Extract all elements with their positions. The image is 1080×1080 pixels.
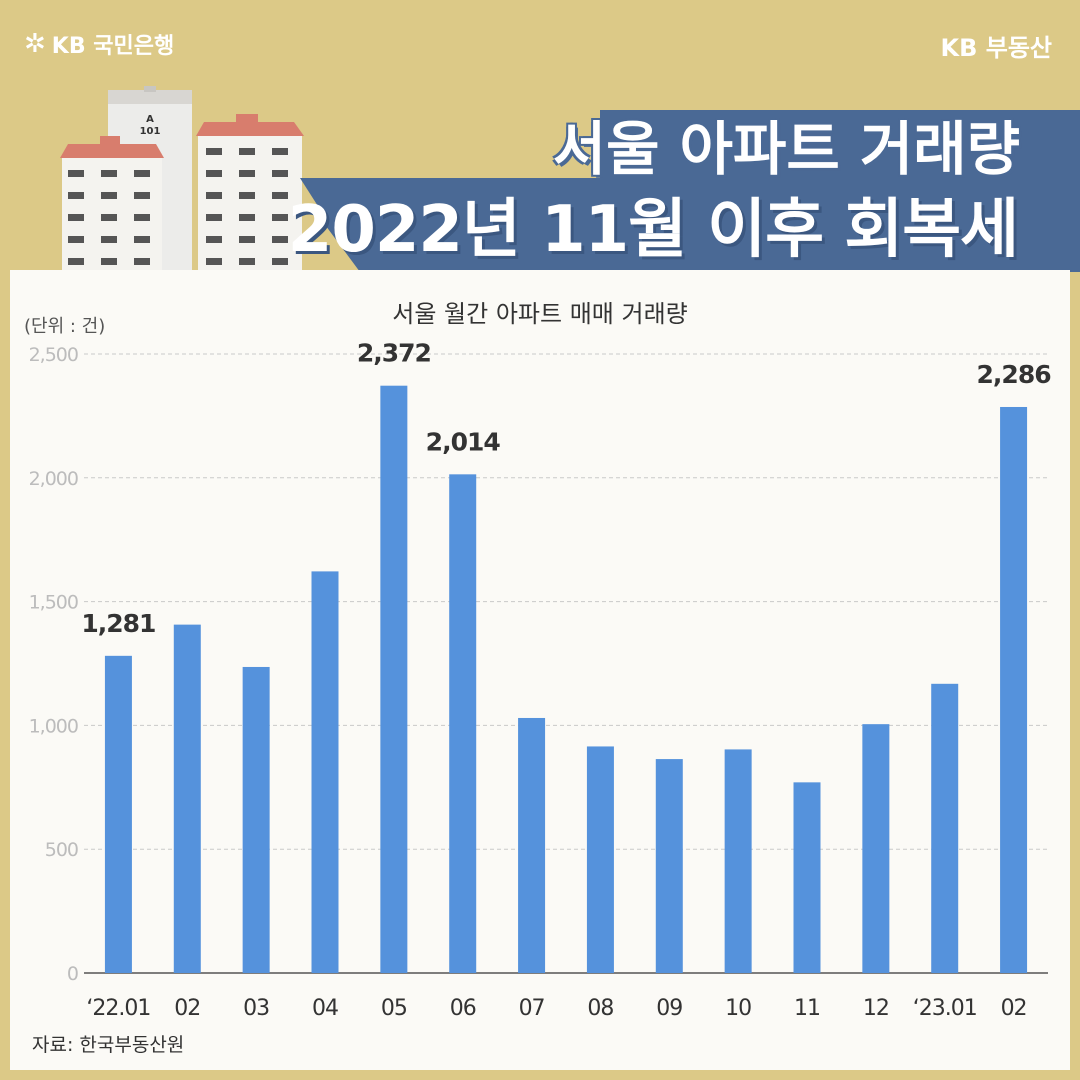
x-tick-label: 02	[174, 996, 200, 1021]
y-tick-label: 1,000	[29, 715, 78, 737]
building-sign-number: 101	[140, 126, 161, 137]
x-tick-label: 04	[312, 996, 338, 1021]
source-note: 자료: 한국부동산원	[32, 1034, 185, 1056]
bar	[518, 717, 546, 973]
bar	[724, 749, 752, 973]
data-label: 1,281	[81, 609, 155, 638]
bar	[242, 666, 270, 973]
x-tick-label: 12	[863, 996, 889, 1021]
headline-banner	[300, 110, 1080, 272]
y-tick-label: 0	[67, 963, 78, 985]
bank-name: KB 국민은행	[51, 34, 175, 59]
x-tick-label: 10	[725, 996, 751, 1021]
x-tick-label: 03	[243, 996, 269, 1021]
x-tick-label: 06	[450, 996, 476, 1021]
bar	[1000, 406, 1028, 973]
bar	[311, 571, 339, 973]
data-label: 2,372	[357, 339, 431, 368]
bar	[655, 759, 683, 973]
bar	[380, 385, 408, 973]
apartment-buildings-icon: A 101	[60, 86, 304, 276]
x-tick-label: 08	[587, 996, 613, 1021]
bar	[173, 624, 201, 973]
building-sign-letter: A	[146, 114, 154, 125]
bar	[931, 683, 959, 973]
kb-star-icon: ✲	[24, 29, 46, 59]
x-tick-label: ‘23.01	[913, 996, 977, 1021]
y-tick-label: 500	[45, 839, 78, 861]
bar	[586, 746, 614, 973]
x-tick-label: 11	[794, 996, 820, 1021]
bar	[862, 724, 890, 973]
bar	[449, 474, 477, 973]
y-tick-label: 2,500	[29, 344, 78, 366]
y-tick-label: 2,000	[29, 468, 78, 490]
unit-label: (단위 : 건)	[24, 316, 106, 337]
headline-line1: 서울 아파트 거래량	[552, 115, 1020, 183]
x-tick-label: ‘22.01	[86, 996, 150, 1021]
x-tick-label: 07	[519, 996, 545, 1021]
bar	[104, 655, 132, 973]
bar-chart: 0 500 1,000 1,500 2,000 2,500 ‘22.01 02 03 04 05 06…	[29, 339, 1053, 1021]
data-label: 2,286	[977, 360, 1052, 389]
bar	[793, 782, 821, 973]
data-label: 2,014	[426, 427, 501, 456]
x-tick-label: 05	[381, 996, 407, 1021]
x-tick-label: 09	[656, 996, 682, 1021]
kb-bank-logo: ✲ KB 국민은행	[24, 28, 174, 60]
kb-real-estate-brand: KB 부동산	[940, 34, 1053, 62]
y-tick-label: 1,500	[29, 592, 78, 614]
x-tick-label: 02	[1001, 996, 1027, 1021]
chart-title: 서울 월간 아파트 매매 거래량	[392, 300, 688, 328]
headline-line2: 2022년 11월 이후 회복세	[287, 193, 1019, 267]
chart-panel: 서울 월간 아파트 매매 거래량 (단위 : 건) 0 500 1,000 1,500…	[10, 270, 1070, 1070]
